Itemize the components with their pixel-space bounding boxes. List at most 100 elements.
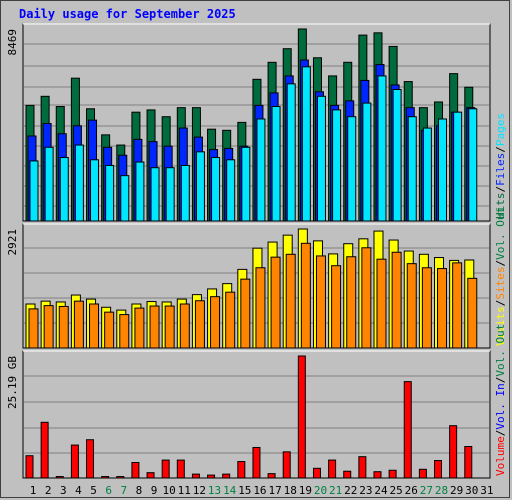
bar-pages-day-6: [105, 164, 115, 222]
bar-pages-day-20: [316, 95, 326, 222]
bar-sites-day-29: [452, 262, 463, 349]
bar-sites-day-30: [467, 277, 478, 349]
legend-entry: /: [494, 146, 507, 153]
legend-entry: Sites: [494, 267, 507, 300]
bar-pages-day-5: [90, 159, 100, 222]
bar-sites-day-8: [134, 307, 145, 349]
x-label-day-10: 10: [163, 484, 176, 497]
bar-pages-day-30: [468, 108, 478, 222]
legend-entry: /: [494, 377, 507, 384]
bar-volume-day-22: [343, 470, 352, 479]
x-label-day-18: 18: [284, 484, 297, 497]
bar-volume-day-10: [161, 459, 170, 479]
bar-sites-day-26: [406, 263, 417, 349]
bar-volume-day-16: [252, 446, 261, 479]
x-label-day-24: 24: [374, 484, 388, 497]
bar-pages-day-15: [241, 146, 251, 222]
bar-volume-day-2: [40, 421, 49, 479]
legend-entry: /: [494, 430, 507, 437]
bar-volume-day-20: [312, 467, 321, 479]
bar-sites-day-23: [361, 247, 372, 349]
bar-sites-day-11: [179, 303, 190, 349]
bar-pages-day-11: [180, 164, 190, 222]
bar-sites-day-6: [104, 311, 115, 349]
x-label-day-19: 19: [299, 484, 312, 497]
legend-entry: /: [494, 260, 507, 267]
legend-bottom: Volume/Vol. In/Vol. Out: [494, 324, 507, 476]
legend-middle: Visits/Sites/Vol. Out: [494, 207, 507, 346]
bar-sites-day-28: [437, 268, 448, 349]
bar-volume-day-18: [282, 451, 291, 479]
bar-sites-day-16: [255, 267, 266, 349]
x-label-day-28: 28: [435, 484, 448, 497]
bar-pages-day-12: [195, 151, 205, 222]
x-label-day-1: 1: [30, 484, 37, 497]
x-label-day-8: 8: [136, 484, 143, 497]
bar-pages-day-29: [453, 111, 463, 222]
bar-volume-day-13: [207, 474, 216, 479]
x-label-day-11: 11: [178, 484, 191, 497]
bar-volume-day-28: [434, 460, 443, 479]
x-label-day-5: 5: [90, 484, 97, 497]
bar-volume-day-7: [116, 476, 125, 479]
bar-pages-day-7: [120, 175, 130, 222]
x-label-day-26: 26: [405, 484, 418, 497]
bar-volume-day-27: [418, 468, 427, 479]
bar-sites-day-22: [346, 256, 357, 349]
bar-pages-day-17: [271, 106, 281, 222]
x-label-day-27: 27: [420, 484, 433, 497]
legend-entry: Vol. Out: [494, 324, 507, 377]
bar-pages-day-18: [286, 83, 296, 222]
bar-sites-day-18: [285, 253, 296, 349]
bar-volume-day-15: [237, 461, 246, 479]
legend-entry: Visits: [494, 306, 507, 346]
bar-pages-day-23: [362, 102, 372, 222]
bar-sites-day-24: [376, 258, 387, 349]
bar-volume-day-21: [328, 459, 337, 479]
bar-volume-day-14: [222, 473, 231, 479]
bar-volume-day-26: [403, 381, 412, 479]
bar-pages-day-19: [301, 66, 311, 222]
legend-entry: Hits: [494, 193, 507, 220]
x-label-day-30: 30: [465, 484, 478, 497]
bar-sites-day-2: [43, 305, 54, 349]
legend-entry: Pages: [494, 113, 507, 146]
bar-sites-day-19: [300, 242, 311, 349]
x-label-day-22: 22: [344, 484, 357, 497]
x-label-day-20: 20: [314, 484, 327, 497]
x-label-day-16: 16: [253, 484, 266, 497]
bar-sites-day-12: [194, 300, 205, 349]
bar-sites-day-25: [391, 251, 402, 349]
bar-sites-day-10: [164, 305, 175, 349]
x-label-day-7: 7: [120, 484, 127, 497]
bar-volume-day-23: [358, 456, 367, 479]
bar-pages-day-10: [165, 167, 175, 222]
bar-volume-day-6: [101, 476, 110, 479]
legend-entry: /: [494, 300, 507, 307]
x-label-day-3: 3: [60, 484, 67, 497]
bar-pages-day-3: [59, 157, 69, 222]
legend-entry: Vol. Out: [494, 207, 507, 260]
x-label-day-13: 13: [208, 484, 221, 497]
bar-volume-day-4: [70, 444, 79, 479]
bar-pages-day-27: [422, 127, 432, 222]
bar-sites-day-4: [73, 300, 84, 349]
bar-volume-day-1: [25, 455, 34, 479]
bar-volume-day-29: [449, 425, 458, 479]
bar-pages-day-2: [44, 146, 54, 222]
bar-sites-day-5: [89, 303, 100, 349]
bar-sites-day-27: [421, 267, 432, 349]
x-label-day-23: 23: [359, 484, 372, 497]
x-label-day-12: 12: [193, 484, 206, 497]
bar-sites-day-20: [315, 255, 326, 349]
bar-volume-day-11: [176, 459, 185, 479]
bar-pages-day-8: [135, 161, 145, 222]
y-max-label: 8469: [6, 29, 19, 56]
x-label-day-14: 14: [223, 484, 237, 497]
bar-sites-day-13: [210, 296, 221, 349]
x-label-day-17: 17: [268, 484, 281, 497]
bar-volume-day-17: [267, 473, 276, 479]
chart-title: Daily usage for September 2025: [19, 7, 236, 21]
